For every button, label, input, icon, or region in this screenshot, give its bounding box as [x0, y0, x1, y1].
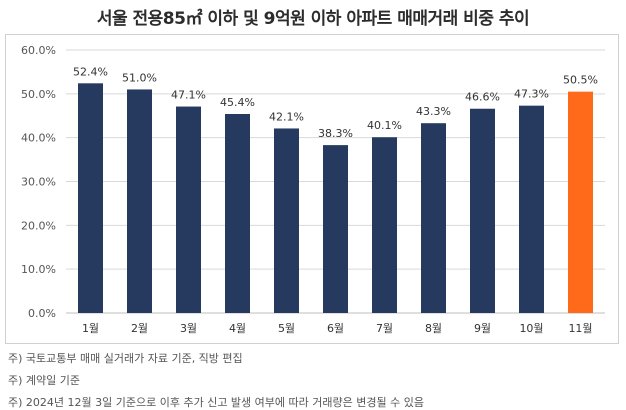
x-tick-label: 10월 [519, 322, 543, 335]
y-tick-label: 10.0% [21, 263, 56, 276]
bar [372, 137, 397, 313]
bar-chart: 0.0% 10.0% 20.0% 30.0% 40.0% 50.0% 60.0% 52.4% 1… [21, 44, 605, 335]
data-label: 47.3% [514, 88, 549, 101]
x-tick-label: 5월 [278, 322, 295, 335]
x-tick-label: 2월 [131, 322, 148, 335]
bar [421, 123, 446, 314]
x-tick-label: 7월 [376, 322, 393, 335]
y-tick-label: 50.0% [21, 88, 56, 101]
data-label: 38.3% [318, 127, 353, 140]
x-tick-label: 4월 [229, 322, 246, 335]
x-tick-label: 3월 [180, 322, 197, 335]
bar [127, 89, 152, 313]
bar [274, 128, 299, 313]
chart-title: 서울 전용85㎡ 이하 및 9억원 이하 아파트 매매거래 비중 추이 [96, 9, 530, 29]
chart-frame [5, 34, 619, 344]
data-label: 40.1% [367, 119, 402, 132]
y-tick-label: 30.0% [21, 176, 56, 189]
y-tick-label: 40.0% [21, 132, 56, 145]
bar-highlight [568, 91, 593, 314]
footnote-contract: 주) 계약일 기준 [8, 374, 81, 387]
footnote-date: 주) 2024년 12월 3일 기준으로 이후 추가 신고 발생 여부에 따라 … [8, 396, 424, 409]
x-tick-label: 6월 [327, 322, 344, 335]
bar [176, 106, 201, 313]
x-tick-label: 1월 [82, 322, 99, 335]
data-label: 50.5% [563, 74, 598, 87]
x-tick-label: 9월 [474, 322, 491, 335]
bar [323, 145, 348, 313]
data-label: 46.6% [465, 91, 500, 104]
bar [225, 113, 250, 313]
y-tick-label: 20.0% [21, 219, 56, 232]
data-label: 51.0% [122, 71, 157, 84]
x-tick-label: 8월 [425, 322, 442, 335]
data-label: 52.4% [73, 65, 108, 78]
y-tick-label: 0.0% [28, 307, 56, 320]
x-tick-label: 11월 [568, 322, 592, 335]
bar [470, 108, 495, 313]
data-label: 43.3% [416, 105, 451, 118]
data-label: 45.4% [220, 96, 255, 109]
y-tick-label: 60.0% [21, 44, 56, 57]
footnote-source: 주) 국토교통부 매매 실거래가 자료 기준, 직방 편집 [8, 352, 243, 365]
data-label: 47.1% [171, 89, 206, 102]
data-label: 42.1% [269, 110, 304, 123]
bar [519, 105, 544, 313]
bar [78, 83, 103, 314]
